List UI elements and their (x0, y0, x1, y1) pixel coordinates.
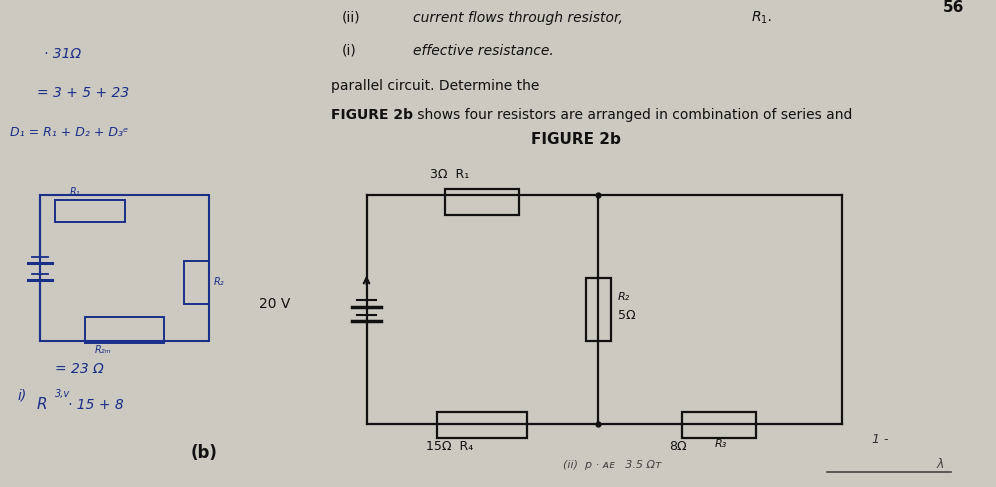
Bar (40, 195, 209, 341)
Bar (586, 278, 611, 341)
Text: R: R (37, 397, 48, 412)
Bar (184, 261, 209, 304)
Text: R₂ₘ: R₂ₘ (95, 345, 112, 355)
Bar (444, 188, 520, 215)
Text: R₃: R₃ (715, 439, 727, 449)
Text: 20 V: 20 V (259, 298, 291, 311)
Text: i): i) (18, 388, 27, 402)
Text: R₂: R₂ (618, 292, 629, 301)
Text: = 23 Ω: = 23 Ω (55, 361, 104, 375)
Bar (55, 200, 125, 222)
Text: D₁ = R₁ + D₂ + D₃ᵉ: D₁ = R₁ + D₂ + D₃ᵉ (10, 126, 128, 139)
Text: R₁: R₁ (70, 187, 81, 197)
Text: 1 -: 1 - (872, 433, 888, 446)
Text: $R_1$.: $R_1$. (751, 10, 772, 26)
Text: R₂: R₂ (214, 278, 225, 287)
Text: · 15 + 8: · 15 + 8 (68, 398, 124, 412)
Text: shows four resistors are arranged in combination of series and: shows four resistors are arranged in com… (413, 108, 853, 122)
Text: (ii): (ii) (342, 11, 361, 25)
Text: 3,v: 3,v (55, 389, 70, 399)
Text: · 31Ω: · 31Ω (44, 47, 81, 61)
Text: current flows through resistor,: current flows through resistor, (413, 11, 627, 25)
Text: λ: λ (936, 457, 943, 470)
Text: 15Ω  R₄: 15Ω R₄ (426, 440, 473, 453)
Text: (i): (i) (342, 43, 357, 57)
Text: 5Ω: 5Ω (618, 309, 635, 322)
Bar (85, 317, 164, 343)
Text: (b): (b) (191, 444, 217, 462)
Text: 56: 56 (943, 0, 964, 15)
Text: 8Ω: 8Ω (669, 440, 687, 453)
Text: FIGURE 2b: FIGURE 2b (331, 108, 412, 122)
Text: FIGURE 2b: FIGURE 2b (531, 131, 621, 147)
Text: effective resistance.: effective resistance. (413, 43, 554, 57)
Text: 3Ω  R₁: 3Ω R₁ (430, 168, 469, 181)
Text: (ii)  p · ᴀᴇ   3.5 Ωᴛ: (ii) p · ᴀᴇ 3.5 Ωᴛ (563, 460, 661, 469)
Text: parallel circuit. Determine the: parallel circuit. Determine the (331, 79, 539, 93)
Bar (681, 412, 757, 438)
Bar (437, 412, 527, 438)
Text: = 3 + 5 + 23: = 3 + 5 + 23 (37, 86, 129, 100)
